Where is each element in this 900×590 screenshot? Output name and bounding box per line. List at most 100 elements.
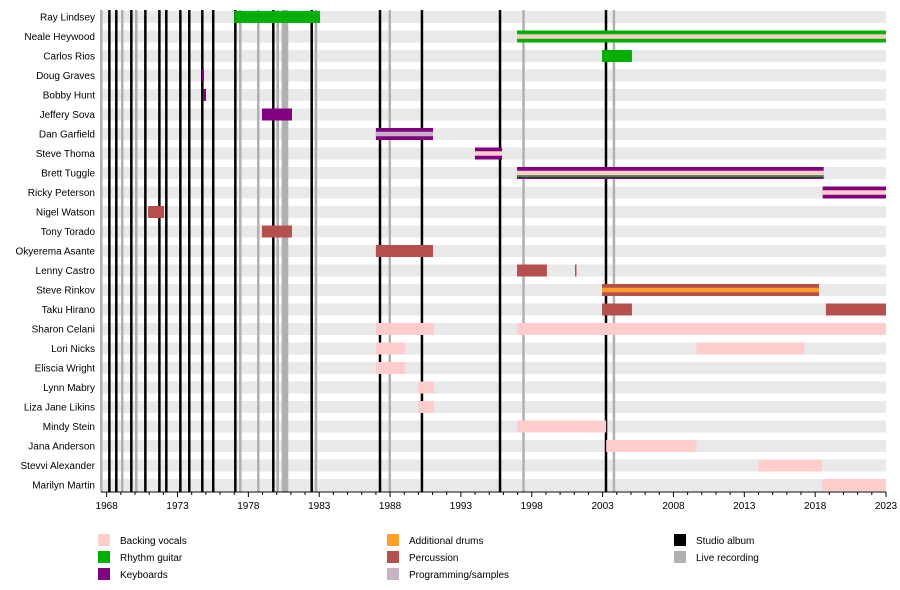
member-bar-backing-vocals: [758, 459, 823, 472]
row-background: [101, 440, 886, 452]
member-bar-backing-vocals: [517, 420, 607, 433]
member-bar-programming: [375, 131, 433, 137]
member-bar-keyboards: [203, 89, 206, 101]
row-background: [101, 69, 886, 82]
x-tick-label: 2023: [875, 501, 898, 512]
member-bar-backing-vocals: [517, 170, 824, 176]
legend-label-percussion: Percussion: [409, 553, 458, 564]
x-tick-label: 1973: [166, 501, 189, 512]
x-tick-label: 2008: [662, 501, 685, 512]
legend-swatch-live-recording: [674, 551, 686, 563]
member-bar-backing-vocals: [375, 362, 405, 374]
member-bar-percussion: [574, 264, 577, 277]
member-name: Jeffery Sova: [40, 110, 96, 121]
member-bar-backing-vocals: [517, 34, 886, 39]
member-name: Steve Thoma: [36, 149, 96, 160]
member-bar-backing-vocals: [375, 323, 434, 335]
member-name: Doug Graves: [36, 71, 95, 82]
member-bar-percussion: [148, 206, 165, 218]
member-name: Jana Anderson: [28, 442, 95, 453]
member-names: Ray Lindsey Neale Heywood Carlos Rios Doug …: [16, 13, 96, 492]
member-name: Brett Tuggle: [41, 169, 95, 180]
member-bar-percussion: [825, 303, 886, 316]
row-background: [101, 401, 886, 413]
member-bar-percussion: [517, 264, 547, 277]
member-name: Tony Torado: [41, 227, 96, 238]
legend-swatch-keyboards: [98, 568, 110, 580]
row-background: [101, 342, 886, 355]
member-bars: [148, 11, 886, 491]
member-name: Okyerema Asante: [16, 247, 96, 258]
member-name: Carlos Rios: [43, 52, 95, 63]
member-bar-rhythm-guitar: [517, 175, 824, 177]
member-bar-backing-vocals: [474, 151, 503, 156]
row-background: [101, 108, 886, 121]
x-tick-label: 1978: [237, 501, 260, 512]
x-tick-label: 1983: [308, 501, 331, 512]
member-name: Ray Lindsey: [40, 13, 95, 24]
member-bar-keyboards: [202, 69, 205, 82]
row-background: [101, 11, 886, 23]
legend-label-rhythm-guitar: Rhythm guitar: [120, 553, 183, 564]
legend-swatch-rhythm-guitar: [98, 551, 110, 563]
member-bar-percussion: [375, 245, 433, 257]
member-bar-percussion: [602, 303, 632, 316]
row-background: [101, 245, 886, 257]
member-bar-backing-vocals: [418, 401, 434, 413]
member-name: Sharon Celani: [32, 325, 95, 336]
row-background: [101, 459, 886, 472]
x-tick-label: 1998: [521, 501, 544, 512]
member-bar-rhythm-guitar: [234, 11, 321, 23]
row-background: [101, 225, 886, 238]
row-background: [101, 186, 886, 199]
row-background: [101, 264, 886, 277]
member-bar-additional-drums: [602, 287, 819, 293]
member-name: Steve Rinkov: [36, 286, 95, 297]
row-background: [101, 89, 886, 101]
member-bar-keyboards: [261, 108, 293, 121]
member-bar-backing-vocals: [517, 323, 886, 335]
member-name: Bobby Hunt: [43, 91, 95, 102]
member-bar-backing-vocals: [375, 342, 405, 355]
legend-swatch-programming: [387, 568, 399, 580]
legend-label-backing-vocals: Backing vocals: [120, 536, 187, 547]
x-tick-label: 2018: [804, 501, 827, 512]
row-background: [101, 362, 886, 374]
legend-swatch-percussion: [387, 551, 399, 563]
legend-label-programming: Programming/samples: [409, 570, 509, 581]
legend-swatch-studio-album: [674, 534, 686, 546]
member-name: Lenny Castro: [36, 266, 96, 277]
row-background: [101, 420, 886, 433]
x-tick-label: 2013: [733, 501, 756, 512]
legend-swatch-additional-drums: [387, 534, 399, 546]
member-bar-backing-vocals: [696, 342, 805, 355]
release-lines: [100, 10, 616, 492]
legend-label-additional-drums: Additional drums: [409, 536, 483, 547]
row-background: [101, 206, 886, 218]
row-background: [101, 381, 886, 394]
member-name: Eliscia Wright: [35, 364, 96, 375]
member-name: Ricky Peterson: [28, 188, 95, 199]
member-bar-backing-vocals: [822, 190, 886, 195]
x-tick-label: 1993: [450, 501, 473, 512]
member-bar-backing-vocals: [606, 440, 697, 452]
legend-swatch-backing-vocals: [98, 534, 110, 546]
row-background: [101, 303, 886, 316]
member-bar-backing-vocals: [822, 479, 886, 491]
member-bar-percussion: [261, 225, 293, 238]
member-name: Liza Jane Likins: [24, 403, 95, 414]
legend-label-studio-album: Studio album: [696, 536, 754, 547]
row-background: [101, 50, 886, 62]
row-background: [101, 479, 886, 491]
legend-label-live-recording: Live recording: [696, 553, 759, 564]
member-bar-backing-vocals: [418, 381, 434, 394]
member-name: Lynn Mabry: [43, 383, 95, 394]
x-tick-label: 1968: [96, 501, 119, 512]
row-backgrounds: [101, 11, 886, 491]
member-name: Lori Nicks: [51, 344, 95, 355]
member-name: Taku Hirano: [42, 305, 96, 316]
member-bar-rhythm-guitar: [602, 50, 632, 62]
member-name: Dan Garfield: [39, 130, 95, 141]
member-name: Mindy Stein: [43, 422, 95, 433]
